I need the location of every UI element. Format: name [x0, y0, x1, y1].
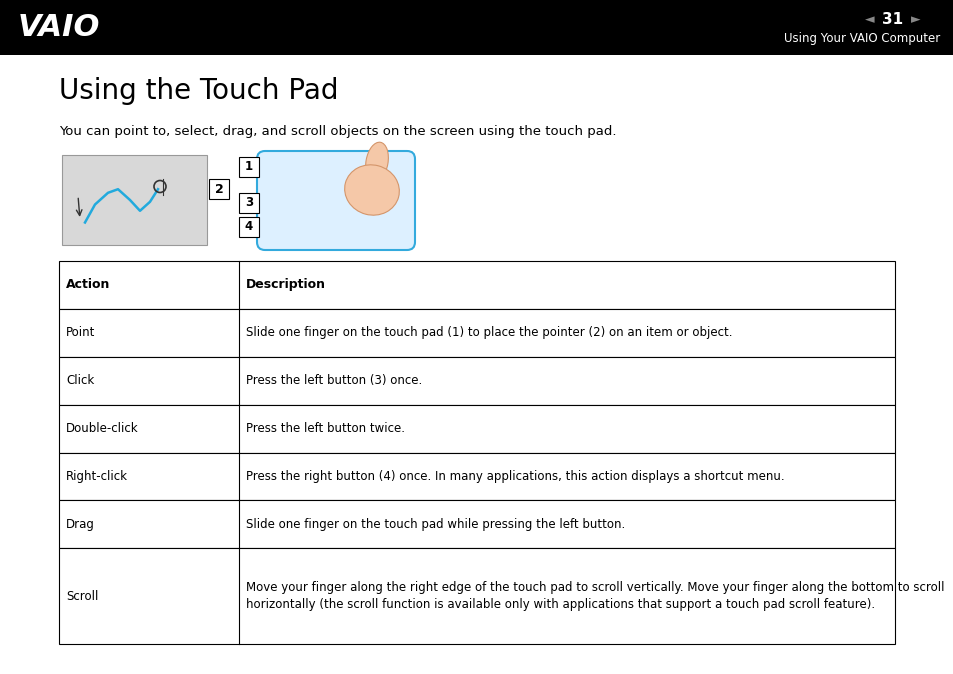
Text: Press the right button (4) once. In many applications, this action displays a sh: Press the right button (4) once. In many…	[246, 470, 783, 483]
FancyBboxPatch shape	[209, 179, 229, 200]
Text: 3: 3	[245, 197, 253, 210]
Text: Action: Action	[66, 278, 111, 291]
Text: 2: 2	[214, 183, 223, 195]
FancyBboxPatch shape	[256, 151, 415, 250]
Text: Using Your VAIO Computer: Using Your VAIO Computer	[783, 32, 939, 45]
Text: Press the left button (3) once.: Press the left button (3) once.	[246, 374, 421, 387]
Bar	[59, 261, 894, 309]
FancyBboxPatch shape	[239, 157, 258, 177]
Text: Description: Description	[246, 278, 325, 291]
Ellipse shape	[365, 142, 388, 182]
Text: 1: 1	[245, 160, 253, 173]
Ellipse shape	[344, 165, 399, 215]
Text: Slide one finger on the touch pad while pressing the left button.: Slide one finger on the touch pad while …	[246, 518, 624, 531]
Text: Drag: Drag	[66, 518, 94, 531]
Text: Using the Touch Pad: Using the Touch Pad	[59, 77, 338, 105]
Text: Press the left button twice.: Press the left button twice.	[246, 422, 404, 435]
Text: Right-click: Right-click	[66, 470, 128, 483]
FancyBboxPatch shape	[239, 193, 258, 213]
FancyBboxPatch shape	[239, 217, 258, 237]
Text: Move your finger along the right edge of the touch pad to scroll vertically. Mov: Move your finger along the right edge of…	[246, 581, 943, 611]
Bar	[0, 0, 953, 55]
Text: Click: Click	[66, 374, 94, 387]
Text: Double-click: Double-click	[66, 422, 138, 435]
Bar	[59, 404, 894, 452]
Text: 4: 4	[245, 220, 253, 233]
Bar	[59, 500, 894, 548]
Text: VAIO: VAIO	[18, 13, 100, 42]
Bar	[62, 155, 207, 245]
Bar	[59, 357, 894, 404]
Bar	[59, 452, 894, 500]
Text: Slide one finger on the touch pad (1) to place the pointer (2) on an item or obj: Slide one finger on the touch pad (1) to…	[246, 326, 732, 339]
Text: Scroll: Scroll	[66, 590, 98, 603]
Text: Point: Point	[66, 326, 95, 339]
Text: You can point to, select, drag, and scroll objects on the screen using the touch: You can point to, select, drag, and scro…	[59, 125, 616, 138]
Text: ►: ►	[910, 13, 920, 26]
Bar	[59, 548, 894, 644]
Text: ◄: ◄	[864, 13, 874, 26]
Text: 31: 31	[882, 11, 902, 27]
Bar	[59, 309, 894, 357]
